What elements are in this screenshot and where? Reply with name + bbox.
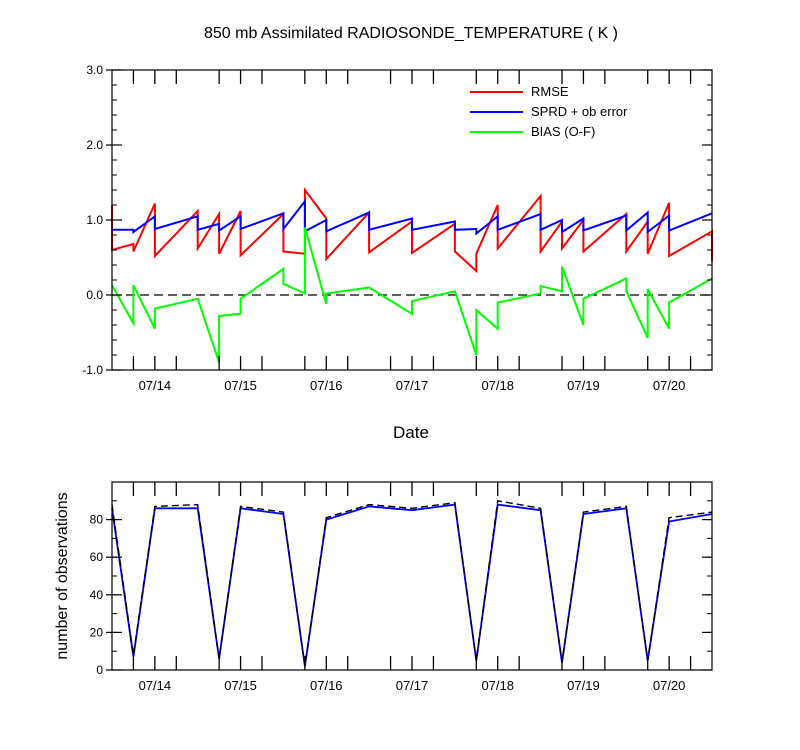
legend-label-sprd: SPRD + ob error bbox=[531, 104, 628, 119]
top-chart-title: 850 mb Assimilated RADIOSONDE_TEMPERATUR… bbox=[204, 25, 618, 42]
x-tick-label-07-14: 07/14 bbox=[139, 678, 172, 693]
x-tick-label-07-16: 07/16 bbox=[310, 378, 343, 393]
y-tick-label-0: 0 bbox=[96, 663, 103, 677]
top-plot-series bbox=[111, 187, 713, 363]
x-tick-label-07-19: 07/19 bbox=[567, 678, 600, 693]
x-tick-label-07-17: 07/17 bbox=[396, 678, 429, 693]
bottom-y-axis-label: number of observations bbox=[54, 492, 71, 659]
x-tick-label-07-15: 07/15 bbox=[224, 378, 257, 393]
x-tick-label-07-14: 07/14 bbox=[139, 378, 172, 393]
y-tick-label-1-0: 1.0 bbox=[86, 213, 103, 227]
x-tick-label-07-20: 07/20 bbox=[653, 378, 686, 393]
x-tick-label-07-17: 07/17 bbox=[396, 378, 429, 393]
y-tick-label-60: 60 bbox=[90, 550, 104, 564]
y-tick-label-20: 20 bbox=[90, 625, 104, 639]
x-tick-label-07-16: 07/16 bbox=[310, 678, 343, 693]
top-x-axis-label: Date bbox=[393, 423, 429, 442]
y-tick-label-0-0: 0.0 bbox=[86, 288, 103, 302]
series-line-sprd-ob-error bbox=[112, 198, 713, 236]
y-tick-label-1-0: -1.0 bbox=[82, 363, 103, 377]
legend: RMSE SPRD + ob error BIAS (O-F) bbox=[470, 84, 628, 139]
series-line-possible bbox=[111, 499, 713, 667]
bottom-plot-labels: 07/14 07/15 07/16 07/17 07/18 07/19 07/20 0 20 40… bbox=[90, 513, 686, 693]
y-tick-label-2-0: 2.0 bbox=[86, 138, 103, 152]
top-plot-labels: 07/14 07/15 07/16 07/17 07/18 07/19 07/20 -1.0 0… bbox=[82, 63, 685, 393]
legend-label-bias: BIAS (O-F) bbox=[531, 124, 595, 139]
y-tick-label-80: 80 bbox=[90, 513, 104, 527]
x-tick-label-07-20: 07/20 bbox=[653, 678, 686, 693]
series-line-assimilated bbox=[111, 503, 713, 667]
bottom-plot-series bbox=[111, 499, 713, 667]
x-tick-label-07-15: 07/15 bbox=[224, 678, 257, 693]
y-tick-label-40: 40 bbox=[90, 588, 104, 602]
y-tick-label-3-0: 3.0 bbox=[86, 63, 103, 77]
top-plot-ticks bbox=[106, 69, 712, 371]
x-tick-label-07-18: 07/18 bbox=[481, 678, 514, 693]
bottom-plot-ticks bbox=[106, 481, 712, 671]
legend-label-rmse: RMSE bbox=[531, 84, 569, 99]
x-tick-label-07-19: 07/19 bbox=[567, 378, 600, 393]
x-tick-label-07-18: 07/18 bbox=[481, 378, 514, 393]
